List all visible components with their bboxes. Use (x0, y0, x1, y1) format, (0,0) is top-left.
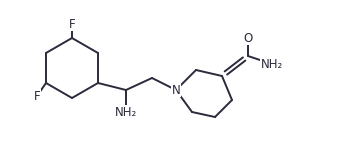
Text: N: N (172, 83, 180, 97)
Text: F: F (34, 90, 40, 102)
Text: NH₂: NH₂ (261, 57, 283, 71)
Text: O: O (243, 31, 252, 45)
Text: F: F (69, 17, 75, 31)
Text: NH₂: NH₂ (115, 105, 137, 119)
